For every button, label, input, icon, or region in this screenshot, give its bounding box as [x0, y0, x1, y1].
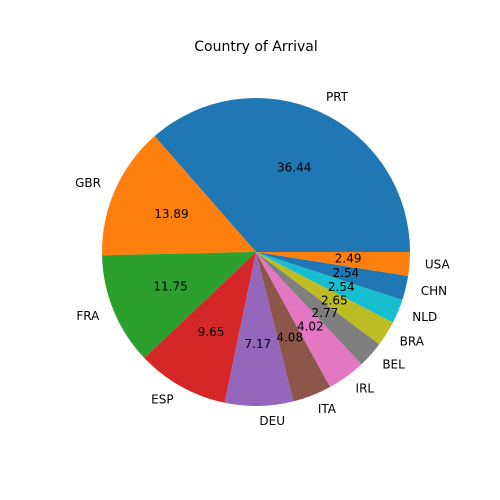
pie-slice-usa: [256, 252, 410, 276]
value-label-chn: 2.54: [332, 266, 359, 280]
value-label-usa: 2.49: [335, 252, 362, 266]
chart-title: Country of Arrival: [194, 39, 318, 55]
value-label-esp: 9.65: [198, 325, 225, 339]
pie-slice-nld: [256, 252, 403, 323]
pie-slice-bra: [256, 252, 393, 345]
pie-slices: [101, 98, 410, 406]
pie-slice-chn: [256, 252, 409, 300]
category-label-prt: PRT: [326, 90, 349, 104]
category-label-fra: FRA: [76, 309, 100, 323]
value-label-nld: 2.54: [328, 280, 355, 294]
pie-slice-gbr: [101, 136, 256, 256]
category-label-ita: ITA: [318, 402, 337, 416]
pie-slice-prt: [154, 98, 410, 252]
category-label-irl: IRL: [356, 382, 375, 396]
category-label-bel: BEL: [382, 357, 405, 371]
value-label-ita: 4.08: [276, 331, 303, 345]
category-label-bra: BRA: [400, 334, 425, 348]
pie-slice-deu: [224, 252, 294, 406]
value-label-gbr: 13.89: [154, 207, 188, 221]
pie-slice-ita: [256, 252, 331, 402]
value-label-fra: 11.75: [153, 280, 187, 294]
value-label-bel: 2.77: [312, 306, 339, 320]
pie-slice-esp: [144, 252, 256, 403]
category-label-gbr: GBR: [75, 176, 101, 190]
value-label-prt: 36.44: [277, 160, 311, 174]
value-label-bra: 2.65: [321, 293, 348, 307]
value-label-irl: 4.02: [297, 319, 324, 333]
category-label-deu: DEU: [259, 414, 285, 428]
value-label-deu: 7.17: [245, 337, 272, 351]
pie-labels: PRT 36.44 GBR 13.89 FRA 11.75 ESP 9.65 DEU 7.17 IT…: [75, 90, 450, 428]
category-label-esp: ESP: [151, 392, 173, 406]
category-label-chn: CHN: [421, 284, 447, 298]
pie-slice-irl: [256, 252, 362, 388]
category-label-usa: USA: [425, 258, 451, 272]
category-label-nld: NLD: [412, 310, 437, 324]
pie-slice-bel: [256, 252, 380, 365]
pie-slice-fra: [102, 252, 256, 359]
